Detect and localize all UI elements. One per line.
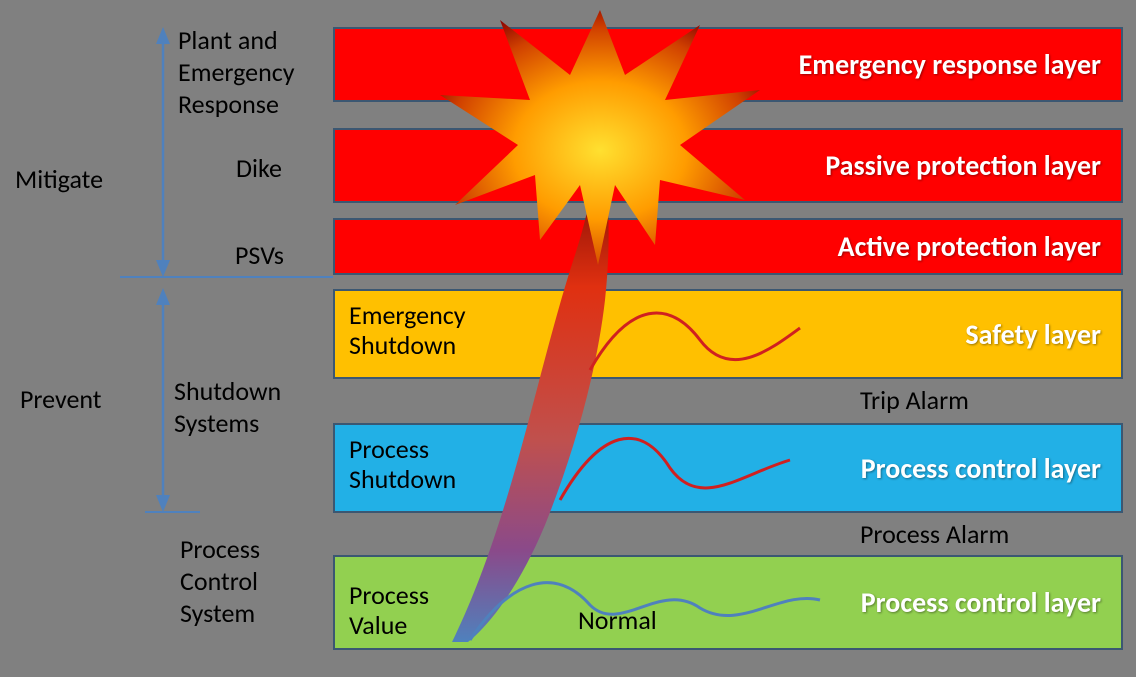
layer-label-safety: Emergency Shutdown xyxy=(349,301,466,361)
layer-passive-protection: Passive protection layer xyxy=(333,128,1123,203)
layer-process-value: Process Value Process control layer xyxy=(333,555,1123,650)
layer-process-control: Process Shutdown Process control layer xyxy=(333,423,1123,513)
layer-title-active: Active protection layer xyxy=(838,229,1101,264)
layer-title-safety: Safety layer xyxy=(965,317,1101,352)
side-label-plant-emergency: Plant and Emergency Response xyxy=(178,24,295,120)
layer-active-protection: Active protection layer xyxy=(333,218,1123,275)
side-group-prevent: Prevent xyxy=(20,383,102,415)
layer-safety: Emergency Shutdown Safety layer xyxy=(333,289,1123,379)
arrowhead-mitigate-up-icon xyxy=(156,27,170,44)
layer-emergency-response: Emergency response layer xyxy=(333,27,1123,102)
alarm-normal: Normal xyxy=(578,604,657,636)
layer-title-emergency: Emergency response layer xyxy=(799,47,1101,82)
arrowhead-prevent-up-icon xyxy=(156,288,170,305)
side-label-process-control-system: Process Control System xyxy=(180,533,260,629)
layer-label-process-value: Process Value xyxy=(349,581,429,641)
arrowhead-mitigate-down-icon xyxy=(156,260,170,277)
side-group-mitigate: Mitigate xyxy=(15,163,103,195)
alarm-process: Process Alarm xyxy=(860,518,1009,550)
layer-title-passive: Passive protection layer xyxy=(825,148,1101,183)
layer-label-process-control: Process Shutdown xyxy=(349,435,456,495)
arrowhead-prevent-down-icon xyxy=(156,495,170,512)
layer-title-process-control: Process control layer xyxy=(861,451,1101,486)
side-label-dike: Dike xyxy=(236,152,282,184)
layer-title-process-value: Process control layer xyxy=(861,585,1101,620)
alarm-trip: Trip Alarm xyxy=(860,384,969,416)
side-label-psvs: PSVs xyxy=(235,239,284,271)
side-label-shutdown-systems: Shutdown Systems xyxy=(174,375,281,439)
